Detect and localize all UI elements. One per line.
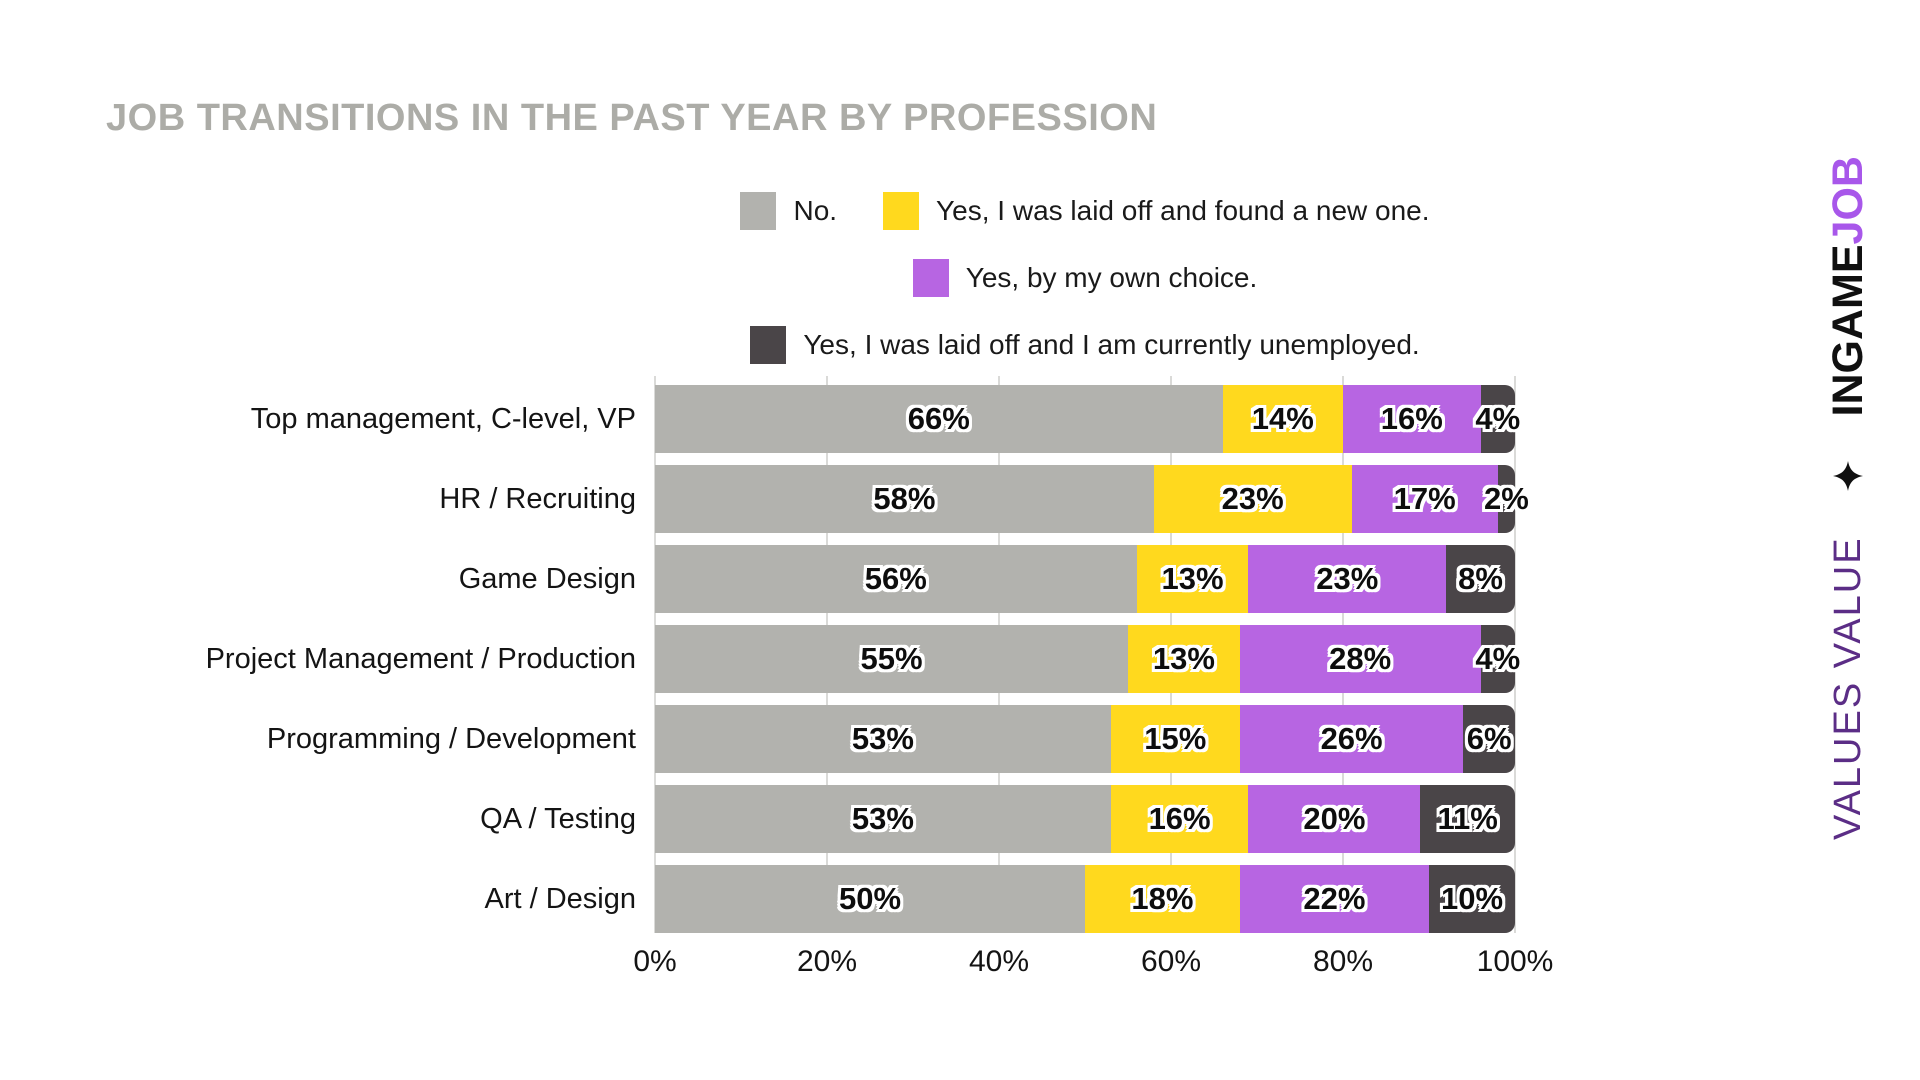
- bar-segment: 66%: [655, 385, 1223, 453]
- x-axis-tick-label: 40%: [968, 945, 1030, 978]
- bar-segment: 50%: [655, 865, 1085, 933]
- bar-segment: 28%: [1239, 625, 1481, 693]
- bar-segment: 58%: [655, 465, 1154, 533]
- bar-value-label: 16%: [1148, 801, 1211, 836]
- category-label: Art / Design: [484, 882, 637, 915]
- legend-row: No. Yes, I was laid off and found a new o…: [335, 190, 1835, 232]
- bar-segment: 23%: [1248, 545, 1447, 613]
- bar-segment: 13%: [1128, 625, 1240, 693]
- bar-value-label: 13%: [1152, 641, 1215, 676]
- bar-value-label: 13%: [1161, 561, 1224, 596]
- bar-value-label: 20%: [1303, 801, 1366, 836]
- category-label: Top management, C-level, VP: [250, 402, 636, 435]
- bar-value-label: 26%: [1320, 721, 1383, 756]
- bar-segment: 20%: [1248, 785, 1421, 853]
- bar-value-label: 11%: [1437, 801, 1498, 836]
- category-label: QA / Testing: [480, 802, 636, 835]
- chart-title: JOB TRANSITIONS IN THE PAST YEAR BY PROF…: [106, 97, 1158, 139]
- category-label: Programming / Development: [266, 722, 636, 755]
- bar-value-label: 23%: [1221, 481, 1284, 516]
- bar-segment: 26%: [1239, 705, 1464, 773]
- logo-text-ingame: INGAME: [1823, 244, 1872, 417]
- bar-value-label: 10%: [1440, 881, 1504, 916]
- bar-value-label: 66%: [907, 401, 970, 436]
- bar-segment: 53%: [655, 785, 1111, 853]
- bar-segment: 22%: [1239, 865, 1429, 933]
- bar-value-label: 14%: [1251, 401, 1314, 436]
- four-pointed-star-icon: [1833, 461, 1863, 492]
- legend-swatch: [740, 192, 777, 230]
- bar-value-label: 50%: [838, 881, 902, 916]
- bar-value-label: 16%: [1380, 401, 1443, 436]
- bar-value-label: 8%: [1458, 561, 1503, 596]
- bar-value-label: 55%: [860, 641, 923, 676]
- legend-swatch: [750, 326, 787, 364]
- bar-segment: 13%: [1136, 545, 1249, 613]
- bar-segment: 17%: [1351, 465, 1498, 533]
- bar-value-label: 58%: [873, 481, 936, 516]
- bar-value-label: 53%: [851, 801, 914, 836]
- legend-swatch: [883, 192, 920, 230]
- bar-segment: 4%: [1475, 385, 1520, 453]
- values-value-wordmark: VALUES VALUE: [1826, 536, 1869, 840]
- ingamejob-logo: INGAMEJOB: [1824, 156, 1873, 416]
- bar-value-label: 23%: [1316, 561, 1379, 596]
- legend-item: Yes, I was laid off and I am currently u…: [750, 326, 1420, 364]
- legend-label: Yes, I was laid off and found a new one.: [936, 195, 1430, 226]
- legend-label: Yes, I was laid off and I am currently u…: [803, 329, 1420, 360]
- legend-label: Yes, by my own choice.: [965, 262, 1258, 293]
- bar-value-label: 53%: [851, 721, 914, 756]
- bar-value-label: 56%: [864, 561, 927, 596]
- bar-segment: 16%: [1110, 785, 1249, 853]
- bar-segment: 10%: [1429, 865, 1515, 933]
- bar-segment: 11%: [1420, 785, 1515, 853]
- category-label: Game Design: [458, 562, 636, 595]
- legend-item: No.: [740, 192, 837, 230]
- bar-value-label: 15%: [1144, 721, 1207, 756]
- category-label: HR / Recruiting: [439, 482, 636, 515]
- bar-value-label: 4%: [1475, 401, 1521, 436]
- legend-item: Yes, I was laid off and found a new one.: [883, 192, 1430, 230]
- bar-value-label: 22%: [1303, 881, 1366, 916]
- bar-segment: 8%: [1446, 545, 1515, 613]
- bar-value-label: 2%: [1483, 481, 1529, 516]
- bar-segment: 4%: [1475, 625, 1520, 693]
- x-axis-tick-label: 100%: [1476, 945, 1554, 978]
- bar-value-label: 18%: [1131, 881, 1194, 916]
- bar-segment: 2%: [1484, 465, 1529, 533]
- legend-label: No.: [793, 195, 838, 226]
- category-label: Project Management / Production: [205, 642, 636, 675]
- bar-value-label: 6%: [1466, 721, 1512, 756]
- gridline: [1514, 376, 1516, 933]
- x-axis-tick-label: 80%: [1312, 945, 1374, 978]
- x-axis-tick-label: 20%: [796, 945, 858, 978]
- bar-segment: 6%: [1463, 705, 1515, 773]
- bar-segment: 53%: [655, 705, 1111, 773]
- x-axis-tick-label: 0%: [633, 945, 677, 978]
- brand-sidebar: VALUES VALUE INGAMEJOB: [1822, 156, 1874, 840]
- bar-value-label: 4%: [1475, 641, 1521, 676]
- legend-item: Yes, by my own choice.: [912, 259, 1258, 297]
- logo-text-job: JOB: [1823, 156, 1872, 245]
- x-axis-tick-label: 60%: [1140, 945, 1202, 978]
- bar-segment: 18%: [1085, 865, 1240, 933]
- legend-swatch: [912, 259, 949, 297]
- bar-segment: 23%: [1153, 465, 1352, 533]
- bar-segment: 55%: [655, 625, 1128, 693]
- bar-segment: 15%: [1110, 705, 1240, 773]
- bar-segment: 16%: [1343, 385, 1481, 453]
- bar-value-label: 17%: [1393, 481, 1456, 516]
- legend-row: Yes, I was laid off and I am currently u…: [335, 324, 1835, 366]
- bar-segment: 56%: [655, 545, 1137, 613]
- bar-segment: 14%: [1222, 385, 1343, 453]
- legend-row: Yes, by my own choice.: [335, 257, 1835, 299]
- bar-value-label: 28%: [1329, 641, 1392, 676]
